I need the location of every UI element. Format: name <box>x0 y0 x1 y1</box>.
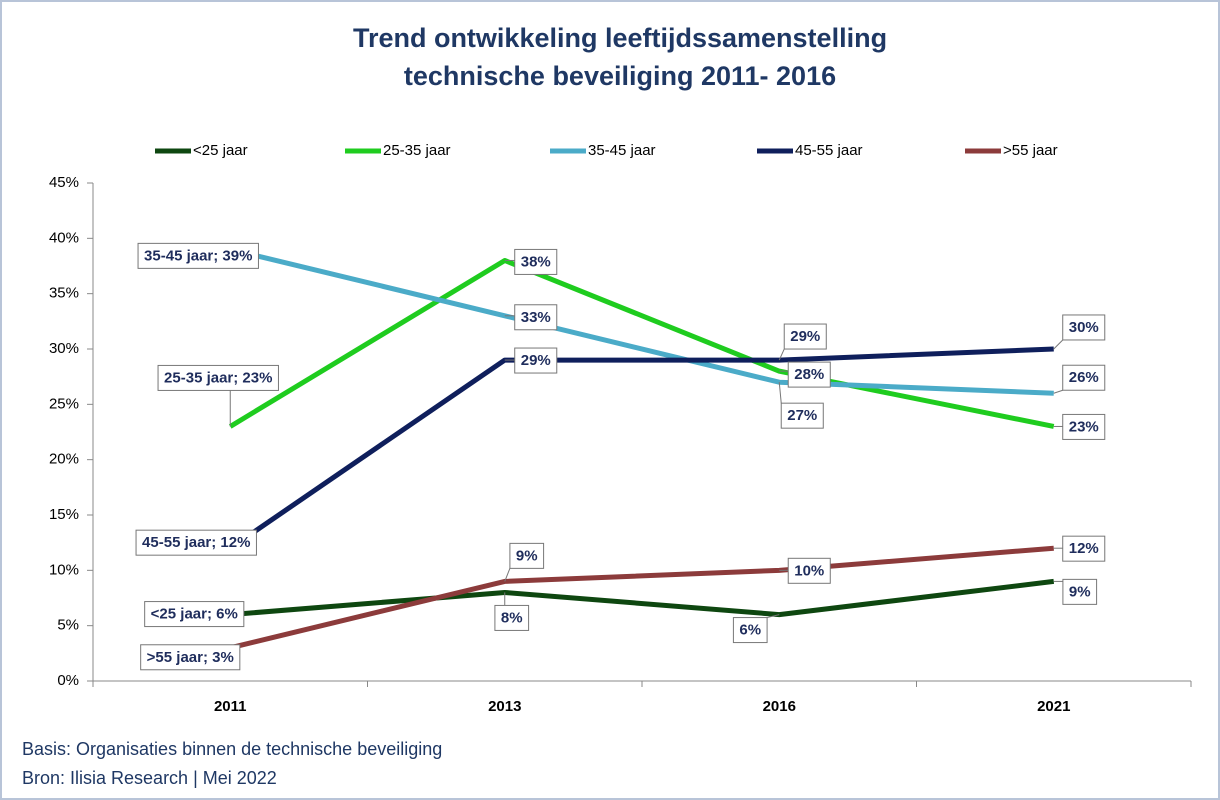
note: Bron: Ilisia Research | Mei 2022 <box>22 768 277 788</box>
y-tick-label: 10% <box>49 561 79 578</box>
data-label-text: 33% <box>521 309 551 326</box>
x-tick-label: 2013 <box>488 698 521 715</box>
y-tick-label: 0% <box>57 672 79 689</box>
data-label: 45-55 jaar; 12% <box>135 529 257 556</box>
data-label-box <box>1062 413 1106 440</box>
data-label-text: 6% <box>739 622 761 639</box>
data-label-box <box>1062 314 1106 341</box>
data-label-text: 10% <box>794 562 824 579</box>
data-label-text: 28% <box>794 366 824 383</box>
leader-line <box>1053 339 1064 350</box>
data-label-text: 9% <box>516 547 538 564</box>
data-label-text: 29% <box>521 352 551 369</box>
leader-line <box>504 568 511 582</box>
leader-line <box>778 348 785 361</box>
data-label: 28% <box>779 361 831 388</box>
data-label-text: 26% <box>1069 369 1099 386</box>
data-label-text: <25 jaar; 6% <box>151 606 238 623</box>
y-tick-label: 20% <box>49 451 79 468</box>
data-label-box <box>494 604 530 631</box>
data-label-text: 45-55 jaar; 12% <box>142 534 250 551</box>
data-label: 26% <box>1053 364 1106 394</box>
data-label-box <box>1062 578 1098 605</box>
data-label-text: 29% <box>790 328 820 345</box>
data-label-box <box>509 542 545 569</box>
series-line <box>228 346 1054 551</box>
legend-label: 35-45 jaar <box>588 142 656 159</box>
data-label: 29% <box>778 323 827 361</box>
data-label-box <box>514 248 558 275</box>
legend-label: 25-35 jaar <box>383 142 451 159</box>
y-tick-label: 5% <box>57 617 79 634</box>
data-label: 9% <box>1053 578 1098 605</box>
chart-title: Trend ontwikkeling leeftijdssamenstellin… <box>353 23 887 53</box>
data-label-text: 8% <box>501 609 523 626</box>
data-label-text: 38% <box>521 253 551 270</box>
y-tick-label: 25% <box>49 395 79 412</box>
y-tick-label: 35% <box>49 285 79 302</box>
data-label: 33% <box>504 304 558 331</box>
data-label: 8% <box>494 592 530 631</box>
data-label-box <box>732 617 768 644</box>
data-label-box <box>137 242 259 269</box>
leader-line <box>1053 389 1063 394</box>
data-label: 9% <box>504 542 545 582</box>
data-label-box <box>514 347 558 374</box>
data-label-text: 30% <box>1069 319 1099 336</box>
data-label: <25 jaar; 6% <box>144 601 245 628</box>
data-label: 10% <box>779 557 831 584</box>
data-label: 23% <box>1053 413 1106 440</box>
y-tick-label: 40% <box>49 229 79 246</box>
legend-label: <25 jaar <box>193 142 248 159</box>
data-label-text: >55 jaar; 3% <box>147 649 234 666</box>
note: Basis: Organisaties binnen de technische… <box>22 739 442 759</box>
legend-label: 45-55 jaar <box>795 142 863 159</box>
y-tick-label: 45% <box>49 174 79 191</box>
data-label-text: 12% <box>1069 540 1099 557</box>
data-label-text: 27% <box>787 407 817 424</box>
data-label: 29% <box>504 347 558 374</box>
data-label: 25-35 jaar; 23% <box>157 364 279 427</box>
series-line <box>229 246 1054 396</box>
data-label-box <box>783 323 827 350</box>
data-label: 27% <box>778 382 824 429</box>
data-label-box <box>140 644 241 671</box>
data-label-text: 35-45 jaar; 39% <box>144 247 252 264</box>
data-label-box <box>144 601 245 628</box>
data-label-box <box>1062 364 1106 391</box>
leader-line <box>766 614 780 619</box>
data-label: 12% <box>1053 535 1106 562</box>
data-label-box <box>787 361 831 388</box>
leader-line <box>778 382 782 404</box>
data-label: >55 jaar; 3% <box>140 644 241 671</box>
x-tick-label: 2016 <box>763 698 796 715</box>
data-label-box <box>135 529 257 556</box>
y-tick-label: 15% <box>49 506 79 523</box>
data-label-box <box>787 557 831 584</box>
data-label-text: 9% <box>1069 583 1091 600</box>
data-label-box <box>157 364 279 391</box>
data-label: 38% <box>504 248 558 275</box>
data-label: 30% <box>1053 314 1106 350</box>
x-tick-label: 2021 <box>1037 698 1070 715</box>
data-label-box <box>780 402 824 429</box>
legend-label: >55 jaar <box>1003 142 1058 159</box>
y-tick-label: 30% <box>49 340 79 357</box>
data-label: 35-45 jaar; 39% <box>137 242 259 269</box>
data-label-box <box>1062 535 1106 562</box>
series-line <box>228 257 1055 429</box>
chart-title: technische beveiliging 2011- 2016 <box>404 61 836 91</box>
data-label-text: 23% <box>1069 418 1099 435</box>
data-label: 6% <box>732 614 780 644</box>
data-label-text: 25-35 jaar; 23% <box>164 369 272 386</box>
series-line <box>230 578 1055 618</box>
data-label-box <box>514 304 558 331</box>
series-line <box>229 545 1054 651</box>
x-tick-label: 2011 <box>214 698 247 715</box>
